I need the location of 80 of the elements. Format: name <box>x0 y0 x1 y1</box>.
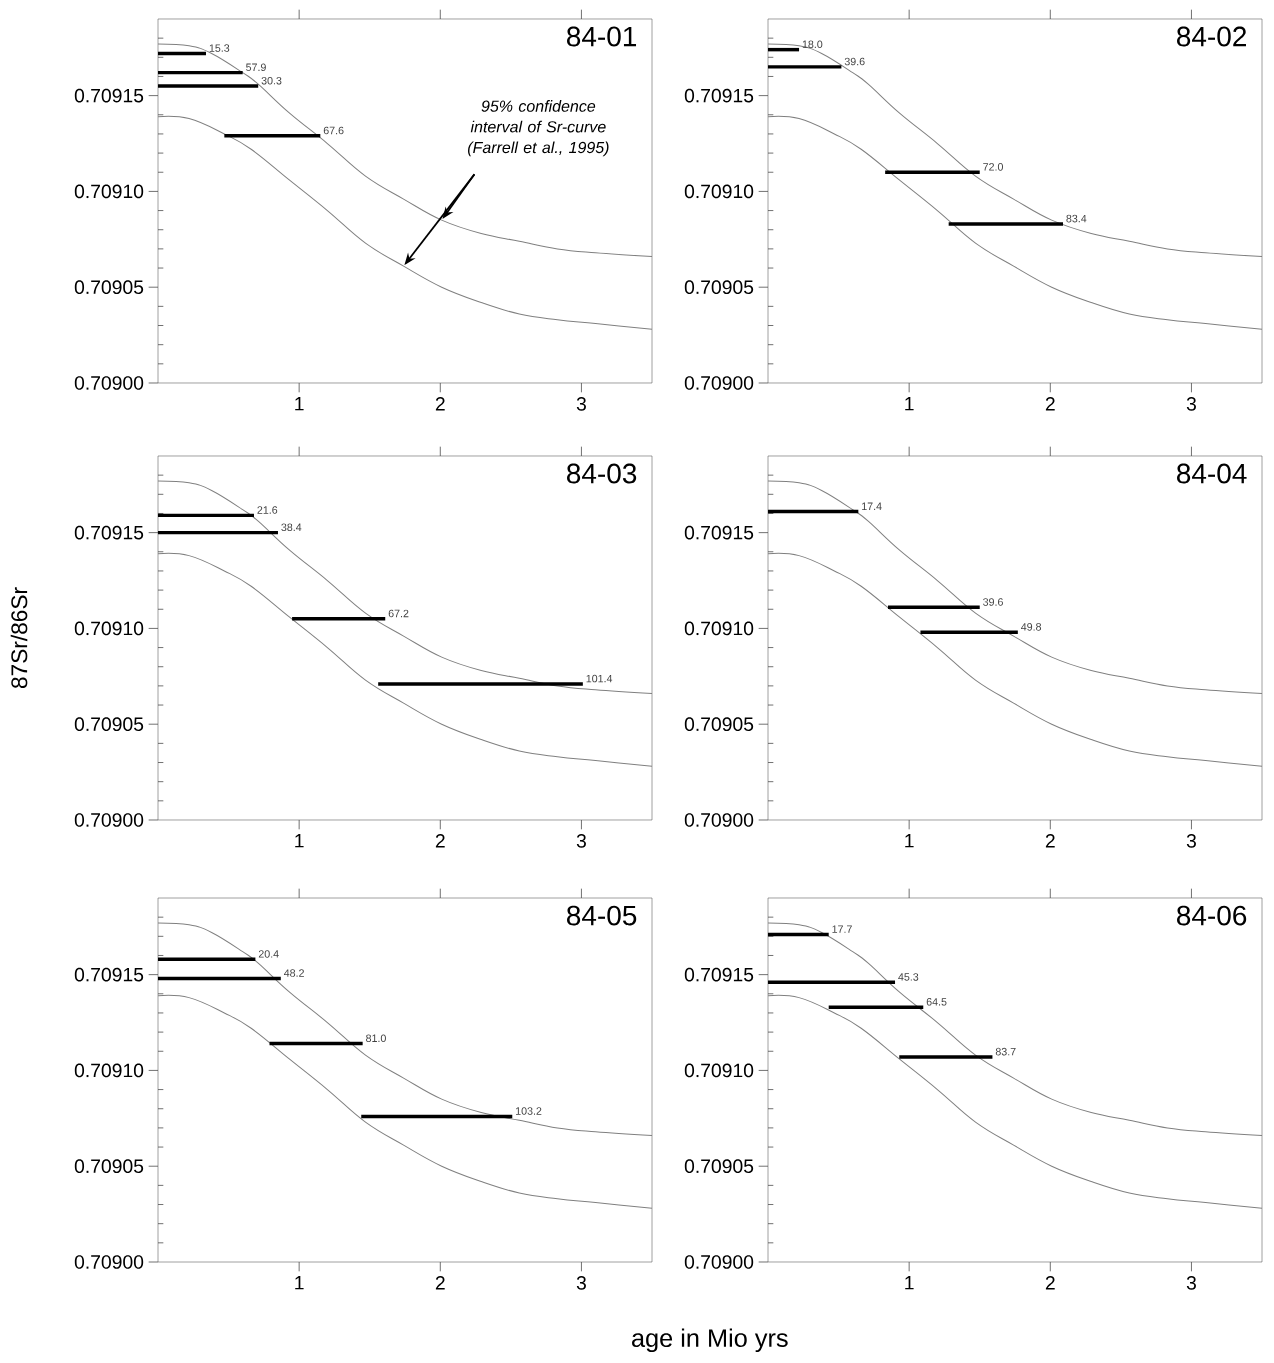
annotation: 95% confidence interval of Sr-curve (Farrell et al., 1995) <box>468 100 609 157</box>
series-label: 39.6 <box>844 57 865 66</box>
series-label: 15.3 <box>209 44 230 52</box>
y-tick-label: 0.70900 <box>684 1255 754 1269</box>
y-tick-label: 0.70915 <box>684 967 754 982</box>
series-label: 67.2 <box>388 609 409 618</box>
x-axis-title: age in Mio yrs <box>632 1328 788 1353</box>
y-tick-label: 0.70900 <box>74 1255 144 1269</box>
y-tick-label: 0.70915 <box>684 525 754 540</box>
series-label: 83.4 <box>1066 214 1087 223</box>
x-tick-label: 1 <box>295 1276 304 1290</box>
chart-title: 84-04 <box>1177 463 1247 484</box>
chart-title: 84-02 <box>1177 26 1246 47</box>
line-series <box>157 994 653 1209</box>
chart-title: 84-06 <box>1177 905 1247 926</box>
x-tick-label: 3 <box>1186 397 1196 411</box>
chart-title: 84-03 <box>567 463 637 484</box>
y-tick-label: 0.70900 <box>74 376 144 390</box>
y-tick-label: 0.70905 <box>74 717 144 732</box>
x-tick-label: 2 <box>1045 834 1055 848</box>
series-label: 45.3 <box>898 973 919 981</box>
y-tick-label: 0.70900 <box>684 813 754 827</box>
x-tick-label: 1 <box>905 834 914 848</box>
line-series <box>767 552 1263 767</box>
y-tick-label: 0.70905 <box>74 280 144 295</box>
series-label: 64.5 <box>926 998 947 1006</box>
series-label: 72.0 <box>983 163 1003 171</box>
y-tick-label: 0.70900 <box>74 813 144 827</box>
y-tick-label: 0.70905 <box>684 717 754 732</box>
series-label: 18.0 <box>802 40 823 49</box>
series-label: 30.3 <box>261 76 282 85</box>
line-series <box>157 115 653 330</box>
x-tick-label: 3 <box>576 397 586 411</box>
y-tick-label: 0.70915 <box>74 88 144 103</box>
y-tick-label: 0.70910 <box>74 621 144 636</box>
x-tick-label: 1 <box>905 397 914 411</box>
y-tick-label: 0.70915 <box>74 967 144 982</box>
y-tick-label: 0.70910 <box>74 1063 144 1078</box>
y-tick-label: 0.70910 <box>74 184 144 199</box>
series-label: 83.7 <box>995 1047 1016 1056</box>
y-tick-label: 0.70910 <box>684 184 754 199</box>
line-series <box>157 552 653 767</box>
series-label: 39.6 <box>983 598 1003 606</box>
y-tick-label: 0.70905 <box>74 1159 144 1174</box>
x-tick-label: 1 <box>905 1276 914 1290</box>
x-tick-label: 1 <box>295 397 304 411</box>
series-label: 38.4 <box>281 523 302 532</box>
x-tick-label: 2 <box>435 397 445 411</box>
series-label: 21.6 <box>257 506 278 514</box>
x-tick-label: 3 <box>1186 1276 1196 1290</box>
x-tick-label: 2 <box>435 834 445 848</box>
y-tick-label: 0.70900 <box>684 376 754 390</box>
x-tick-label: 2 <box>1045 397 1055 411</box>
series-label: 48.2 <box>283 969 304 977</box>
y-tick-label: 0.70915 <box>74 525 144 540</box>
y-tick-label: 0.70905 <box>684 280 754 295</box>
series-label: 20.4 <box>258 950 279 958</box>
x-tick-label: 3 <box>576 834 586 848</box>
series-label: 17.7 <box>832 925 852 933</box>
y-tick-label: 0.70910 <box>684 1063 754 1078</box>
line-series <box>767 115 1263 330</box>
x-tick-label: 3 <box>576 1276 586 1290</box>
x-tick-label: 3 <box>1186 834 1196 848</box>
series-label: 49.8 <box>1021 623 1042 631</box>
series-label: 57.9 <box>246 63 266 72</box>
series-label: 67.6 <box>323 126 344 135</box>
series-label: 81.0 <box>366 1034 386 1042</box>
x-tick-label: 1 <box>295 834 304 848</box>
line-series <box>767 994 1263 1209</box>
y-tick-label: 0.70910 <box>684 621 754 636</box>
x-tick-label: 2 <box>1045 1276 1055 1290</box>
series-label: 101.4 <box>586 674 613 683</box>
y-tick-label: 0.70905 <box>684 1159 754 1174</box>
series-label: 17.4 <box>862 502 882 510</box>
y-axis-title: 87Sr/86Sr <box>10 587 28 689</box>
x-tick-label: 2 <box>435 1276 445 1290</box>
series-label: 103.2 <box>516 1107 542 1115</box>
chart-title: 84-01 <box>567 26 637 47</box>
y-tick-label: 0.70915 <box>684 88 754 103</box>
chart-title: 84-05 <box>567 905 637 926</box>
